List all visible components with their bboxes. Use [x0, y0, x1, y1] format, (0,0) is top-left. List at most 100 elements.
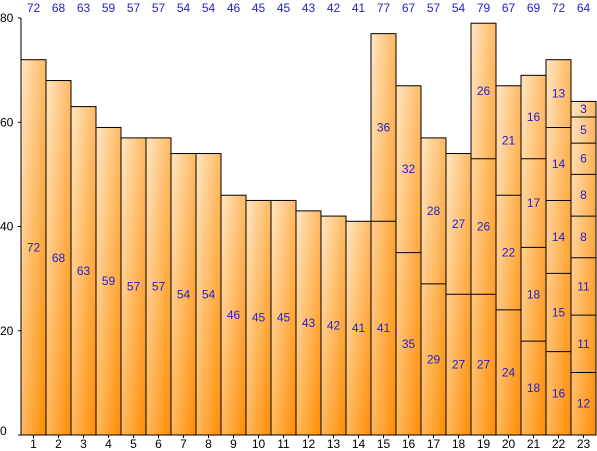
y-tick-label-20: 20: [0, 324, 14, 338]
segment-label-21-4: 16: [527, 110, 541, 124]
total-label-22: 72: [552, 1, 566, 15]
total-label-11: 45: [277, 1, 291, 15]
segment-label-20-3: 21: [502, 133, 516, 147]
x-tick-label-20: 20: [502, 437, 516, 451]
x-tick-label-18: 18: [452, 437, 466, 451]
segment-label-19-1: 27: [477, 358, 491, 372]
x-tick-label-21: 21: [527, 437, 541, 451]
segment-label-17-1: 29: [427, 352, 441, 366]
segment-label-23-7: 5: [580, 123, 587, 137]
segment-label-22-2: 15: [552, 306, 566, 320]
total-label-9: 46: [227, 1, 241, 15]
segment-label-18-1: 27: [452, 358, 466, 372]
segment-label-11-1: 45: [277, 311, 291, 325]
segment-label-9-1: 46: [227, 308, 241, 322]
total-label-18: 54: [452, 1, 466, 15]
x-tick-label-9: 9: [230, 437, 237, 451]
segment-label-22-1: 16: [552, 386, 566, 400]
segment-label-22-3: 14: [552, 230, 566, 244]
x-tick-label-12: 12: [302, 437, 316, 451]
total-label-21: 69: [527, 1, 541, 15]
segment-label-21-1: 18: [527, 381, 541, 395]
x-tick-label-1: 1: [30, 437, 37, 451]
segment-label-21-3: 17: [527, 196, 541, 210]
segment-label-13-1: 42: [327, 319, 341, 333]
segment-label-10-1: 45: [252, 311, 266, 325]
x-tick-label-16: 16: [402, 437, 416, 451]
bar-19: [470, 22, 497, 436]
segment-label-23-5: 8: [580, 188, 587, 202]
bar-8: [195, 153, 222, 436]
bar-17: [420, 137, 447, 436]
total-label-23: 64: [577, 1, 591, 15]
x-tick-label-14: 14: [352, 437, 366, 451]
x-tick-label-10: 10: [252, 437, 266, 451]
segment-label-23-4: 8: [580, 230, 587, 244]
segment-label-23-1: 12: [577, 397, 591, 411]
bar-12: [295, 210, 322, 436]
segment-label-20-2: 22: [502, 246, 516, 260]
total-label-10: 45: [252, 1, 266, 15]
total-label-13: 42: [327, 1, 341, 15]
total-label-17: 57: [427, 1, 441, 15]
segment-label-1-1: 72: [27, 240, 41, 254]
x-tick-label-23: 23: [577, 437, 591, 451]
bar-15: [370, 33, 397, 436]
total-label-2: 68: [52, 1, 66, 15]
total-label-8: 54: [202, 1, 216, 15]
segment-label-21-2: 18: [527, 287, 541, 301]
bar-10: [245, 199, 272, 436]
total-label-14: 41: [352, 1, 366, 15]
segment-label-23-3: 11: [577, 279, 590, 293]
x-tick-label-2: 2: [55, 437, 62, 451]
segment-label-12-1: 43: [302, 316, 316, 330]
segment-label-2-1: 68: [52, 251, 66, 265]
segment-label-19-3: 26: [477, 84, 491, 98]
segment-label-7-1: 54: [177, 287, 191, 301]
total-label-3: 63: [77, 1, 91, 15]
total-label-19: 79: [477, 1, 491, 15]
segment-label-19-2: 26: [477, 220, 491, 234]
segment-label-4-1: 59: [102, 274, 116, 288]
segment-label-20-1: 24: [502, 365, 516, 379]
segment-label-14-1: 41: [352, 321, 366, 335]
labels-group: 7272686863635959575757575454545446464545…: [27, 1, 591, 411]
total-label-6: 57: [152, 1, 166, 15]
segment-label-16-1: 35: [402, 337, 416, 351]
x-tick-label-22: 22: [552, 437, 566, 451]
total-label-7: 54: [177, 1, 191, 15]
segment-label-15-1: 41: [377, 321, 391, 335]
total-label-5: 57: [127, 1, 141, 15]
segment-label-23-8: 3: [580, 102, 587, 116]
total-label-4: 59: [102, 1, 116, 15]
y-tick-label-80: 80: [0, 11, 14, 25]
bar-16: [395, 85, 422, 436]
x-tick-label-15: 15: [377, 437, 391, 451]
x-tick-label-17: 17: [427, 437, 441, 451]
bar-22: [545, 59, 572, 436]
segment-label-15-2: 36: [377, 120, 391, 134]
segment-label-18-2: 27: [452, 217, 466, 231]
x-tick-label-11: 11: [277, 437, 290, 451]
bar-2: [45, 80, 72, 436]
bars-group: [20, 22, 597, 436]
x-tick-label-4: 4: [105, 437, 112, 451]
y-tick-label-0: 0: [0, 424, 7, 438]
bar-6: [145, 137, 172, 436]
x-tick-label-3: 3: [80, 437, 87, 451]
x-tick-label-13: 13: [327, 437, 341, 451]
total-label-15: 77: [377, 1, 391, 15]
bar-3: [70, 106, 97, 436]
axes-group: 1 2 3 4 5 6 7 8 9 10 11 12 13 14 15 16 17 18 19 20 21 22 23020…: [0, 11, 596, 451]
total-label-12: 43: [302, 1, 316, 15]
x-tick-label-6: 6: [155, 437, 162, 451]
y-tick-label-60: 60: [0, 115, 14, 129]
segment-label-22-5: 13: [552, 87, 566, 101]
x-tick-label-19: 19: [477, 437, 491, 451]
segment-label-5-1: 57: [127, 279, 141, 293]
segment-label-16-2: 32: [402, 162, 416, 176]
x-tick-label-8: 8: [205, 437, 212, 451]
x-tick-label-7: 7: [180, 437, 187, 451]
total-label-20: 67: [502, 1, 516, 15]
